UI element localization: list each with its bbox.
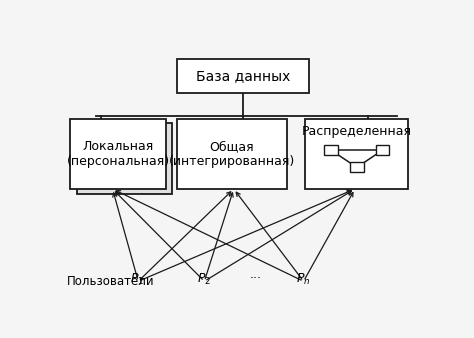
Bar	[77, 123, 173, 194]
Bar	[70, 119, 166, 189]
Text: Пользователи: Пользователи	[66, 275, 154, 288]
Bar	[305, 119, 408, 189]
Bar	[350, 162, 364, 172]
Text: Распределенная: Распределенная	[302, 125, 412, 138]
Text: $P_2$: $P_2$	[197, 271, 211, 287]
Bar	[375, 145, 390, 155]
Text: $P_n$: $P_n$	[296, 271, 311, 287]
Text: Локальная
(персональная): Локальная (персональная)	[66, 140, 170, 168]
Bar	[177, 119, 287, 189]
Text: $P_1$: $P_1$	[130, 271, 144, 287]
Bar	[324, 145, 338, 155]
Text: База данных: База данных	[196, 69, 290, 83]
Bar	[177, 59, 309, 93]
Text: Общая
(интегрированная): Общая (интегрированная)	[169, 140, 295, 168]
Text: ...: ...	[250, 268, 262, 281]
